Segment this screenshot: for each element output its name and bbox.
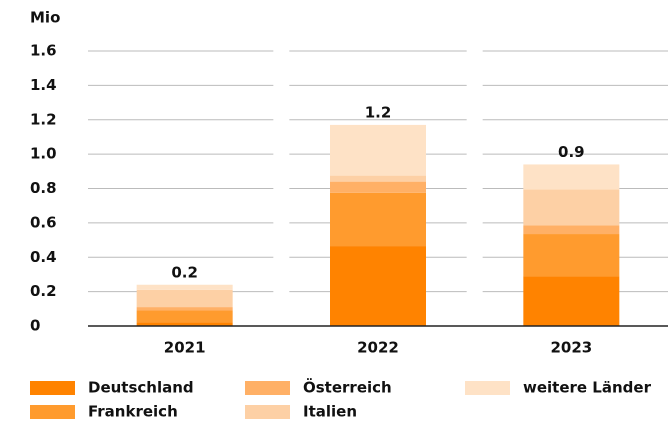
y-tick-label: 1.6 xyxy=(30,42,57,60)
y-axis-label: Mio xyxy=(30,9,60,27)
bar-segment xyxy=(330,181,426,193)
legend-label: Deutschland xyxy=(88,379,194,397)
legend-swatch xyxy=(245,381,290,395)
bar-segment xyxy=(330,124,426,176)
bar-segment xyxy=(136,310,233,323)
bar-segment xyxy=(136,322,233,326)
legend-swatch xyxy=(245,405,290,419)
y-tick-label: 1.4 xyxy=(30,76,57,94)
y-tick-label: 1.2 xyxy=(30,110,57,128)
bar-segment xyxy=(523,234,620,277)
legend-label: Italien xyxy=(303,403,357,421)
bar-segment xyxy=(523,164,620,190)
bar-segment xyxy=(136,289,233,308)
bar-segment xyxy=(523,276,620,326)
x-tick-label: 2023 xyxy=(550,339,592,357)
x-tick-label: 2022 xyxy=(357,339,399,357)
bar-segment xyxy=(330,175,426,182)
bar-segment xyxy=(330,246,426,326)
y-tick-label: 0 xyxy=(30,317,40,335)
y-tick-label: 1.0 xyxy=(30,145,57,163)
value-label: 0.9 xyxy=(558,143,585,161)
y-tick-label: 0.6 xyxy=(30,213,57,231)
legend-label: weitere Länder xyxy=(523,379,652,397)
legend-label: Frankreich xyxy=(88,403,178,421)
value-label: 1.2 xyxy=(365,103,392,121)
y-tick-label: 0.8 xyxy=(30,179,57,197)
bar-segment xyxy=(330,192,426,247)
bar-segment xyxy=(136,307,233,311)
bar-segment xyxy=(523,189,620,226)
bar-segment xyxy=(523,225,620,235)
x-tick-label: 2021 xyxy=(164,339,206,357)
value-label: 0.2 xyxy=(171,263,198,281)
bar-segment xyxy=(136,284,233,290)
legend-label: Österreich xyxy=(303,378,392,397)
legend-swatch xyxy=(30,405,75,419)
legend-swatch xyxy=(465,381,510,395)
y-tick-label: 0.4 xyxy=(30,248,57,266)
y-tick-label: 0.2 xyxy=(30,282,57,300)
legend-swatch xyxy=(30,381,75,395)
